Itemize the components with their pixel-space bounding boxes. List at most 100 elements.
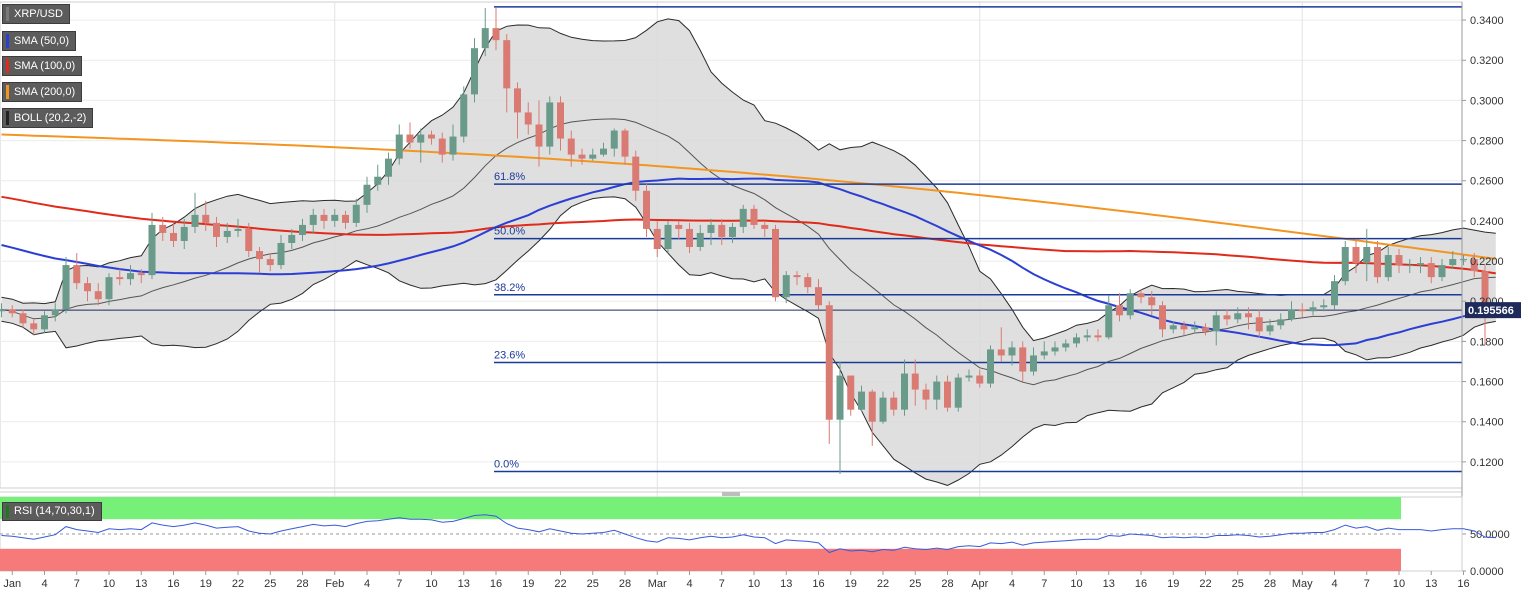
price-tick-label: 0.3400 [1470, 15, 1504, 27]
candle-up [1073, 337, 1080, 344]
candle-up [1008, 347, 1016, 356]
candle-up [234, 228, 242, 231]
legend-sma100[interactable]: SMA (100,0) [2, 56, 83, 76]
date-tick-label: Jan [3, 578, 21, 590]
candle-down [815, 287, 822, 306]
legend-symbol-label: XRP/USD [14, 8, 63, 20]
candle-up [739, 208, 747, 227]
date-tick-label: May [1292, 578, 1313, 590]
date-tick-label: 16 [1457, 578, 1469, 590]
date-tick-label: 19 [522, 578, 534, 590]
legend-sma50-label: SMA (50,0) [14, 35, 70, 47]
date-tick-label: 13 [135, 578, 147, 590]
candle-down [997, 349, 1005, 356]
candle-up [1384, 255, 1392, 278]
candle-down [1019, 347, 1027, 372]
candle-down [406, 134, 414, 143]
candle-up [1126, 293, 1134, 316]
date-tick-label: 10 [103, 578, 115, 590]
legend-symbol[interactable]: XRP/USD [2, 4, 70, 24]
candle-down [675, 224, 683, 229]
legend-sma100-label: SMA (100,0) [14, 60, 76, 72]
candle-up [901, 373, 908, 410]
candle-down [1298, 309, 1306, 312]
candle-up [299, 224, 306, 235]
candle-down [8, 309, 16, 314]
candle-up [277, 242, 285, 266]
sma200-line [1, 133, 1496, 260]
date-tick-label: Feb [325, 578, 344, 590]
candle-up [363, 184, 371, 205]
price-tick-label: 0.2800 [1470, 136, 1504, 148]
date-tick-label: 16 [490, 578, 502, 590]
candle-up [1062, 343, 1070, 348]
candle-down [976, 375, 984, 384]
rsi-tick-label: 50.0000 [1470, 529, 1510, 541]
candle-down [266, 259, 274, 266]
candle-up [1083, 335, 1091, 338]
candle-up [352, 204, 360, 223]
candle-up [1309, 307, 1317, 312]
fib-level-label: 50.0% [494, 226, 525, 238]
candle-up [471, 48, 478, 95]
date-tick-label: 10 [1393, 578, 1405, 590]
candle-down [320, 214, 328, 221]
candle-down [137, 273, 145, 276]
rsi-overbought-zone [0, 497, 1401, 520]
candle-down [804, 277, 812, 288]
candle-up [707, 224, 715, 233]
candle-down [1137, 293, 1145, 298]
candle-down [1395, 255, 1403, 266]
price-tick-label: 0.1800 [1470, 336, 1504, 348]
candle-up [417, 134, 425, 143]
last-price-tag [1465, 302, 1521, 319]
date-tick-label: Apr [971, 578, 988, 590]
sma50-swatch [6, 34, 9, 48]
date-tick-label: 22 [232, 578, 244, 590]
candle-up [1320, 305, 1328, 308]
date-tick-label: 4 [686, 578, 692, 590]
candle-down [245, 228, 253, 252]
date-tick-label: 28 [1264, 578, 1276, 590]
candle-down [868, 391, 876, 422]
price-tick-label: 0.1600 [1470, 377, 1504, 389]
date-tick-label: 4 [1331, 578, 1337, 590]
candle-up [449, 136, 457, 155]
candle-up [105, 277, 113, 300]
candle-down [438, 138, 446, 155]
date-tick-label: 25 [264, 578, 276, 590]
candle-up [1234, 313, 1242, 320]
legend-sma50[interactable]: SMA (50,0) [2, 31, 77, 51]
candle-up [1288, 309, 1295, 320]
candle-down [686, 228, 693, 248]
candle-down [213, 222, 220, 237]
candle-down [1470, 259, 1478, 272]
candle-up [191, 214, 199, 227]
date-tick-label: 7 [1041, 578, 1047, 590]
candle-up [987, 349, 994, 384]
rsi-oversold-zone [0, 548, 1401, 571]
legend-rsi[interactable]: RSI (14,70,30,1) [2, 502, 102, 521]
candle-down [653, 228, 661, 250]
candle-down [30, 323, 38, 330]
legend-boll[interactable]: BOLL (20,2,-2) [2, 108, 94, 128]
bollinger-upper [1, 18, 1496, 342]
legend-sma200[interactable]: SMA (200,0) [2, 82, 83, 102]
candle-down [503, 40, 511, 89]
candle-down [170, 232, 177, 241]
candle-down [825, 305, 833, 420]
candle-down [428, 134, 435, 139]
date-tick-label: 4 [1009, 578, 1015, 590]
candle-down [772, 228, 779, 298]
candle-up [223, 230, 231, 237]
candle-down [514, 88, 521, 113]
candle-up [331, 214, 339, 221]
rsi-panel [0, 496, 1496, 572]
date-tick-label: 10 [748, 578, 760, 590]
date-tick-label: 16 [812, 578, 824, 590]
candle-up [481, 28, 489, 49]
legend-rsi-label: RSI (14,70,30,1) [14, 505, 95, 517]
date-tick-label: 7 [396, 578, 402, 590]
candle-up [460, 94, 468, 137]
candle-up [1040, 351, 1048, 356]
